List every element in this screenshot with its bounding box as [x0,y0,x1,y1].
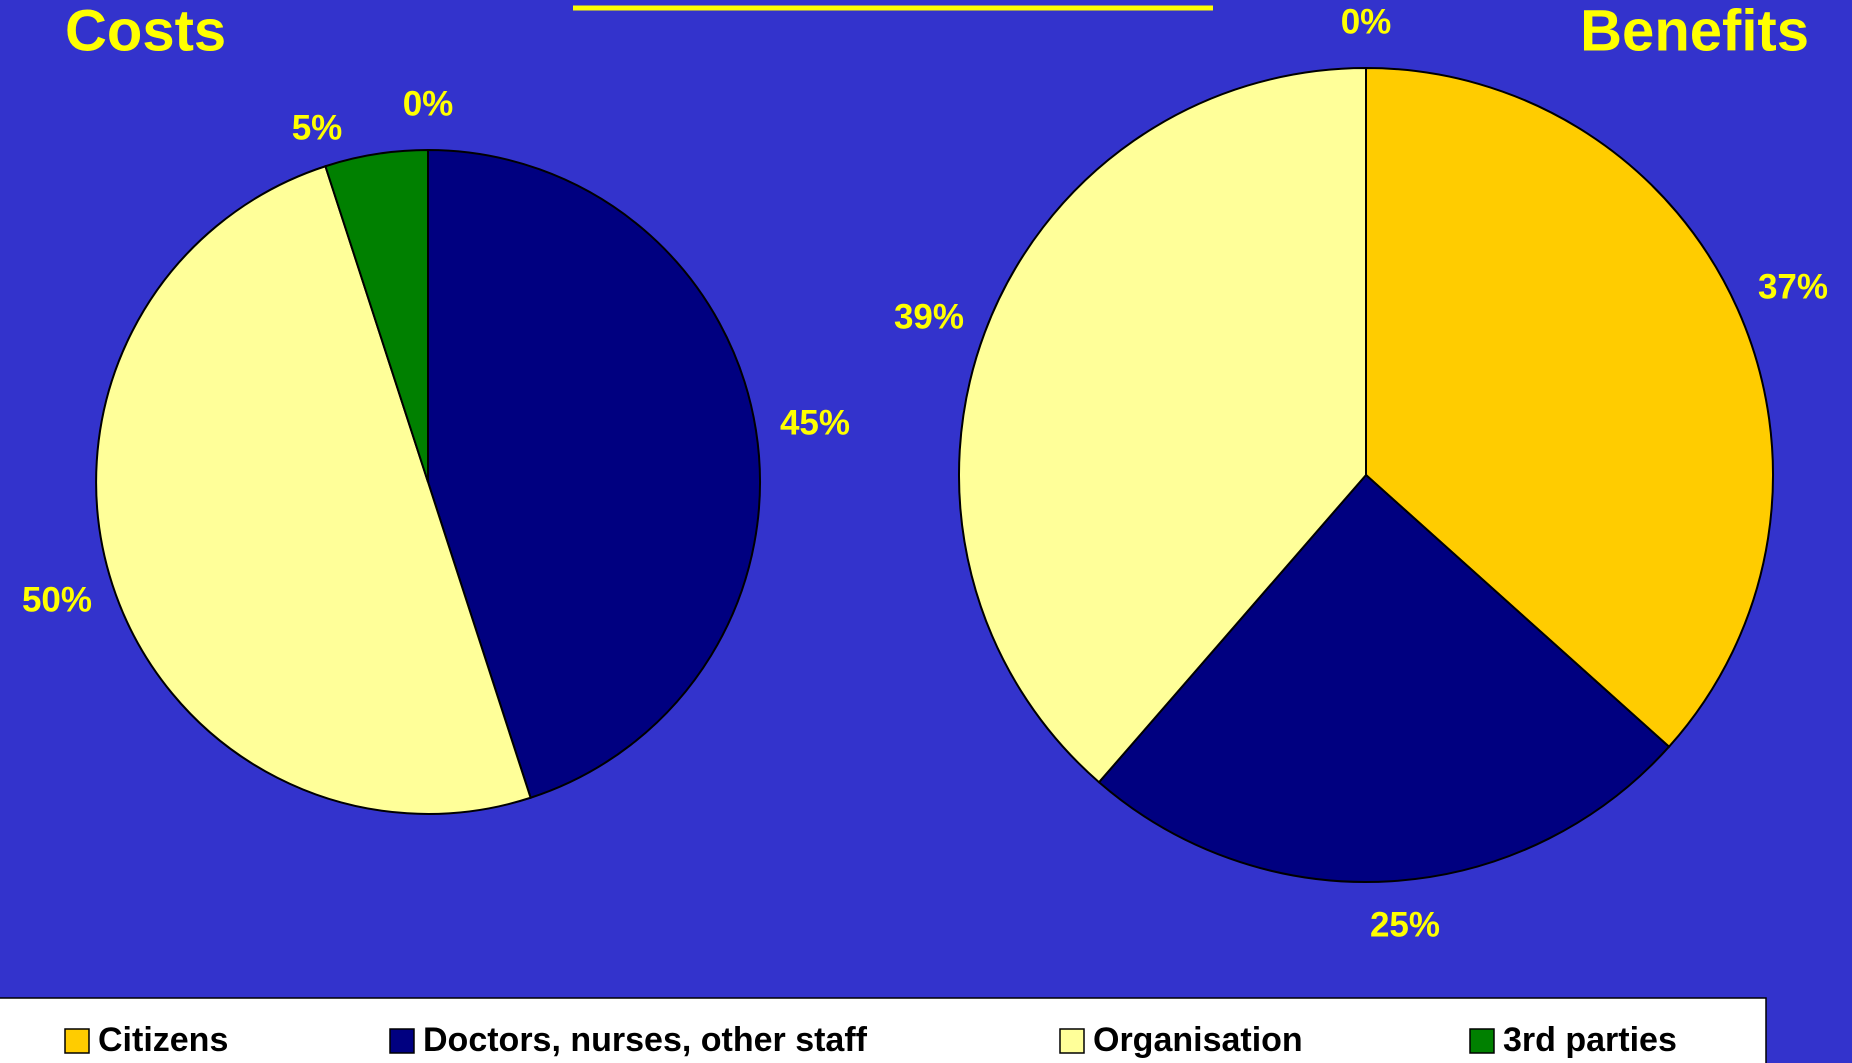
data-label: 5% [292,108,343,147]
legend-box [0,997,1767,1063]
data-label: 0% [403,84,454,123]
legend-label: Citizens [98,1021,228,1059]
chart-title: Costs [65,0,226,63]
data-label: 50% [22,580,92,619]
data-label: 0% [1341,2,1392,41]
legend-swatch [389,1028,415,1054]
legend-label: Organisation [1093,1021,1303,1059]
pie-slice [324,148,429,483]
pie-slice [958,66,1367,784]
legend-swatch [1469,1028,1495,1054]
pie-slice [95,164,532,815]
pie-slice [1365,66,1774,749]
data-label: 37% [1758,267,1828,306]
pie-slice [427,148,761,800]
pie-slice [1097,473,1671,883]
legend-swatch [64,1028,90,1054]
data-label: 39% [894,297,964,336]
legend-label: Doctors, nurses, other staff [423,1021,868,1059]
data-label: 25% [1370,905,1440,944]
legend-swatch [1059,1028,1085,1054]
chart-title: Benefits [1580,0,1809,63]
data-label: 45% [780,403,850,442]
legend-label: 3rd parties [1503,1021,1677,1059]
